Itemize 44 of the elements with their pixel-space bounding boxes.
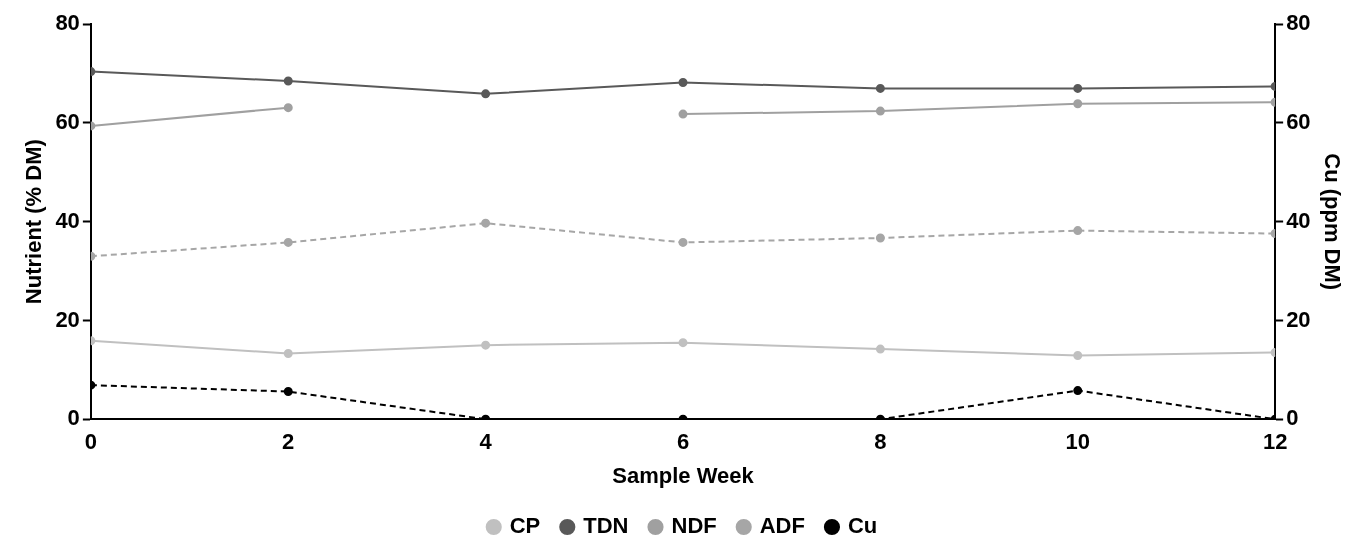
point — [1073, 83, 1083, 93]
y-tick-label: 40 — [55, 207, 80, 233]
y2-tick-label: 40 — [1286, 207, 1311, 233]
point — [1073, 99, 1083, 109]
point — [481, 340, 491, 350]
y-tick-label: 20 — [55, 306, 80, 332]
point — [481, 218, 491, 228]
x-tick-label: 6 — [676, 429, 690, 455]
y2-tick-label: 80 — [1286, 10, 1311, 36]
point — [283, 349, 293, 359]
y2-tick-label: 0 — [1286, 405, 1299, 431]
point — [283, 76, 293, 86]
point — [875, 233, 885, 243]
x-tick-label: 4 — [479, 429, 493, 455]
point — [875, 344, 885, 354]
x-axis-title: Sample Week — [612, 462, 755, 488]
point — [875, 83, 885, 93]
point — [678, 77, 688, 87]
point — [283, 103, 293, 113]
y2-tick-label: 20 — [1286, 306, 1311, 332]
x-tick-label: 0 — [84, 429, 97, 455]
legend-label: TDN — [583, 513, 629, 539]
y-tick-label: 80 — [55, 10, 80, 36]
y-axis-title: Nutrient (% DM) — [21, 139, 47, 305]
legend-label: CP — [509, 513, 541, 539]
x-tick-label: 10 — [1065, 429, 1090, 455]
legend-label: Cu — [847, 513, 878, 539]
x-tick-label: 8 — [874, 429, 887, 455]
legend-label: ADF — [759, 513, 805, 539]
point — [481, 89, 491, 99]
point — [283, 237, 293, 247]
y-tick-label: 0 — [67, 405, 80, 431]
y-tick-label: 60 — [55, 109, 80, 135]
point — [678, 109, 688, 119]
y2-tick-label: 60 — [1286, 109, 1311, 135]
point — [1073, 226, 1083, 236]
point — [1073, 351, 1083, 361]
x-tick-label: 12 — [1262, 429, 1288, 455]
point — [678, 338, 688, 348]
point — [678, 237, 688, 247]
x-tick-label: 2 — [282, 429, 295, 455]
point — [875, 106, 885, 116]
y2-axis-title: Cu (ppm DM) — [1319, 153, 1345, 291]
legend-label: NDF — [671, 513, 717, 539]
